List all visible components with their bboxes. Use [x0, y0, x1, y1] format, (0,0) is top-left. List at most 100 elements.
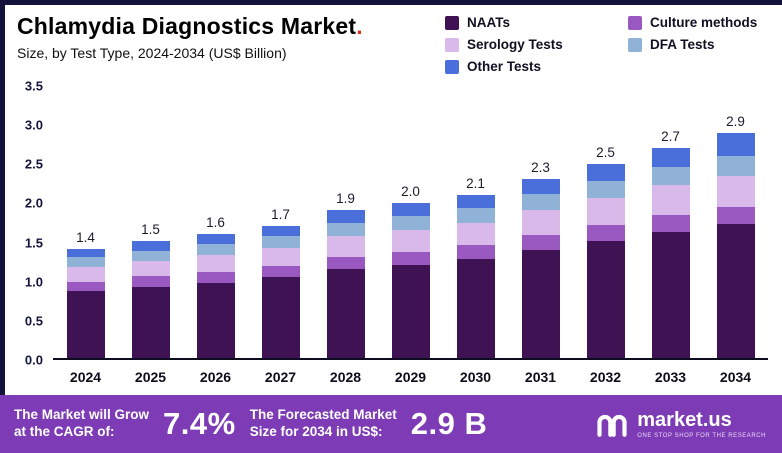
y-tick-label: 3.0: [24, 117, 43, 133]
bar-segment-serology-tests: [196, 254, 235, 272]
bar-stack: [586, 163, 625, 358]
page-title: Chlamydia Diagnostics Market.: [17, 13, 363, 40]
y-tick-label: 0.0: [24, 352, 43, 368]
bar-segment-dfa-tests: [196, 243, 235, 255]
x-axis-label-2030: 2030: [459, 369, 492, 385]
legend-swatch: [628, 15, 642, 30]
bar-column-2024: 1.4: [53, 86, 118, 358]
bar-column-2033: 2.7: [638, 86, 703, 358]
bar-column-2026: 1.6: [183, 86, 248, 358]
legend-label: Other Tests: [467, 59, 542, 74]
brand-name: market.us: [637, 408, 732, 431]
bar-segment-culture-methods: [66, 281, 105, 292]
y-tick-label: 2.5: [24, 156, 43, 172]
bar-segment-culture-methods: [326, 256, 365, 270]
bar-segment-serology-tests: [651, 185, 690, 216]
legend: NAATs Culture methods Serology Tests DFA Te…: [445, 15, 768, 74]
legend-item-dfa-tests: DFA Tests: [628, 37, 768, 52]
bar-segment-naats: [391, 264, 430, 358]
bar-total-label: 2.9: [726, 113, 745, 129]
y-tick-label: 1.0: [24, 274, 43, 290]
bar-segment-culture-methods: [716, 207, 755, 225]
bar-segment-dfa-tests: [261, 236, 300, 248]
title-dot: .: [356, 13, 363, 39]
bar-column-2025: 1.5: [118, 86, 183, 358]
y-tick-label: 3.5: [24, 78, 43, 94]
legend-swatch: [445, 15, 459, 30]
bar-segment-serology-tests: [586, 197, 625, 226]
bar-total-label: 2.5: [596, 144, 615, 160]
bar-segment-naats: [586, 241, 625, 358]
legend-item-serology-tests: Serology Tests: [445, 37, 610, 52]
brand-logo: market.us ONE STOP SHOP FOR THE RESEARCH: [595, 409, 766, 439]
bar-segment-naats: [651, 232, 690, 358]
x-axis-label-2026: 2026: [199, 369, 232, 385]
bar-total-label: 2.1: [466, 175, 485, 191]
chart-section: Chlamydia Diagnostics Market. Size, by T…: [0, 5, 782, 395]
bar-segment-culture-methods: [651, 215, 690, 233]
bar-column-2028: 1.9: [313, 86, 378, 358]
bar-total-label: 1.6: [206, 214, 225, 230]
legend-item-culture-methods: Culture methods: [628, 15, 768, 30]
bar-segment-dfa-tests: [326, 222, 365, 236]
bar-segment-culture-methods: [261, 266, 300, 278]
bar-segment-naats: [261, 277, 300, 358]
bar-segment-other-tests: [66, 249, 105, 257]
bar-segment-dfa-tests: [521, 194, 560, 211]
bar-segment-naats: [521, 249, 560, 358]
forecast-value: 2.9 B: [410, 406, 488, 441]
bar-total-label: 1.5: [141, 222, 160, 238]
bar-segment-serology-tests: [716, 176, 755, 208]
bar-segment-naats: [131, 286, 170, 358]
footer-banner: The Market will Grow at the CAGR of: 7.4…: [0, 395, 782, 453]
bar-total-label: 1.9: [336, 191, 355, 207]
x-axis-label-2032: 2032: [589, 369, 622, 385]
bar-stack: [131, 241, 170, 358]
bar-segment-dfa-tests: [716, 155, 755, 177]
bar-column-2030: 2.1: [443, 86, 508, 358]
bar-segment-culture-methods: [131, 276, 170, 287]
bar-segment-culture-methods: [391, 251, 430, 265]
bar-total-label: 2.3: [531, 160, 550, 176]
y-tick-label: 2.0: [24, 195, 43, 211]
legend-swatch: [628, 37, 642, 52]
bar-segment-dfa-tests: [456, 208, 495, 223]
legend-swatch: [445, 37, 459, 52]
bar-segment-other-tests: [651, 148, 690, 167]
chart-subtitle: Size, by Test Type, 2024-2034 (US$ Billi…: [17, 45, 287, 61]
bar-segment-other-tests: [261, 225, 300, 236]
bar-segment-other-tests: [586, 163, 625, 181]
x-axis-label-2033: 2033: [654, 369, 687, 385]
bar-segment-other-tests: [521, 179, 560, 195]
x-axis-label-2028: 2028: [329, 369, 362, 385]
cagr-value: 7.4%: [163, 406, 236, 441]
bar-total-label: 2.0: [401, 183, 420, 199]
bar-column-2034: 2.9: [703, 86, 768, 358]
y-axis: 0.0 0.5 1.0 1.5 2.0 2.5 3.0 3.5: [11, 79, 53, 368]
brand-text-block: market.us ONE STOP SHOP FOR THE RESEARCH: [637, 408, 766, 439]
bar-total-label: 1.7: [271, 206, 290, 222]
bar-segment-dfa-tests: [66, 256, 105, 268]
bar-segment-naats: [196, 282, 235, 358]
bar-segment-serology-tests: [261, 247, 300, 267]
bar-stack: [716, 132, 755, 358]
legend-label: NAATs: [467, 15, 510, 30]
y-tick-label: 1.5: [24, 235, 43, 251]
bar-segment-dfa-tests: [131, 250, 170, 261]
x-axis-label-2029: 2029: [394, 369, 427, 385]
cagr-label: The Market will Grow at the CAGR of:: [14, 407, 150, 439]
brand-tagline: ONE STOP SHOP FOR THE RESEARCH: [637, 432, 766, 439]
bar-segment-naats: [456, 259, 495, 358]
bar-segment-culture-methods: [521, 235, 560, 250]
header: Chlamydia Diagnostics Market. Size, by T…: [11, 13, 768, 74]
bar-segment-serology-tests: [66, 267, 105, 282]
bar-total-label: 1.4: [76, 230, 95, 246]
bar-stack: [651, 148, 690, 358]
bar-segment-culture-methods: [196, 271, 235, 283]
legend-swatch: [445, 59, 459, 74]
bar-segment-other-tests: [456, 194, 495, 209]
legend-label: DFA Tests: [650, 37, 715, 52]
bar-segment-other-tests: [391, 202, 430, 216]
bar-segment-culture-methods: [456, 245, 495, 260]
